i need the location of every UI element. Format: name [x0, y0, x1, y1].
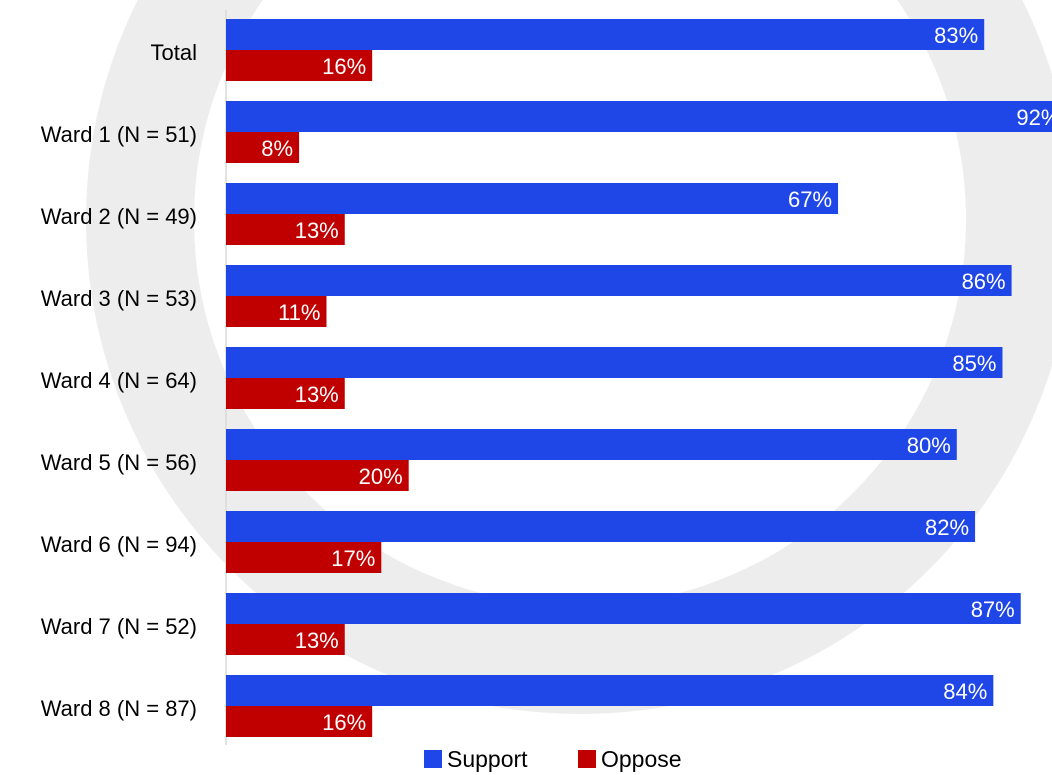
oppose-value-label: 13% — [295, 382, 339, 407]
support-value-label: 67% — [788, 187, 832, 212]
oppose-bar — [226, 706, 373, 737]
oppose-value-label: 17% — [331, 546, 375, 571]
legend: Support Oppose — [424, 746, 682, 772]
oppose-bar — [226, 378, 345, 409]
support-value-label: 87% — [971, 597, 1015, 622]
category-label: Ward 4 (N = 64) — [41, 368, 197, 393]
oppose-value-label: 16% — [322, 710, 366, 735]
support-value-label: 85% — [952, 351, 996, 376]
oppose-legend-label: Oppose — [601, 746, 682, 772]
support-bar — [226, 593, 1021, 624]
support-bar — [226, 347, 1003, 378]
support-value-label: 92% — [1016, 105, 1052, 130]
support-value-label: 83% — [934, 23, 978, 48]
category-label: Ward 7 (N = 52) — [41, 614, 197, 639]
oppose-bar — [226, 624, 345, 655]
oppose-value-label: 20% — [359, 464, 403, 489]
oppose-value-label: 13% — [295, 628, 339, 653]
category-label: Ward 5 (N = 56) — [41, 450, 197, 475]
category-label: Total — [151, 40, 197, 65]
support-value-label: 80% — [907, 433, 951, 458]
oppose-bar — [226, 542, 382, 573]
oppose-value-label: 13% — [295, 218, 339, 243]
category-label: Ward 3 (N = 53) — [41, 286, 197, 311]
background-arc — [86, 0, 1052, 714]
support-bar — [226, 101, 1052, 132]
support-value-label: 84% — [943, 679, 987, 704]
oppose-value-label: 16% — [322, 54, 366, 79]
oppose-value-label: 8% — [261, 136, 293, 161]
support-value-label: 86% — [962, 269, 1006, 294]
oppose-bar — [226, 214, 345, 245]
support-bar — [226, 511, 976, 542]
oppose-bar — [226, 460, 409, 491]
support-bar — [226, 675, 994, 706]
category-labels: Total Ward 1 (N = 51) Ward 2 (N = 49) Ward … — [41, 40, 197, 721]
support-value-label: 82% — [925, 515, 969, 540]
oppose-bar — [226, 296, 327, 327]
category-label: Ward 6 (N = 94) — [41, 532, 197, 557]
support-legend-label: Support — [447, 746, 528, 772]
oppose-bar — [226, 132, 300, 163]
support-bar — [226, 19, 985, 50]
bars-layer: 83% 16% 92% 8% 67% 13% 86% 11% 85% 13% 80% 20% 82% 17… — [226, 19, 1052, 737]
support-bar — [226, 429, 957, 460]
category-label: Ward 8 (N = 87) — [41, 696, 197, 721]
oppose-bar — [226, 50, 373, 81]
category-label: Ward 2 (N = 49) — [41, 204, 197, 229]
support-legend-swatch — [424, 750, 442, 768]
support-bar — [226, 183, 839, 214]
oppose-value-label: 11% — [278, 300, 320, 325]
category-label: Ward 1 (N = 51) — [41, 122, 197, 147]
support-bar — [226, 265, 1012, 296]
oppose-legend-swatch — [578, 750, 596, 768]
